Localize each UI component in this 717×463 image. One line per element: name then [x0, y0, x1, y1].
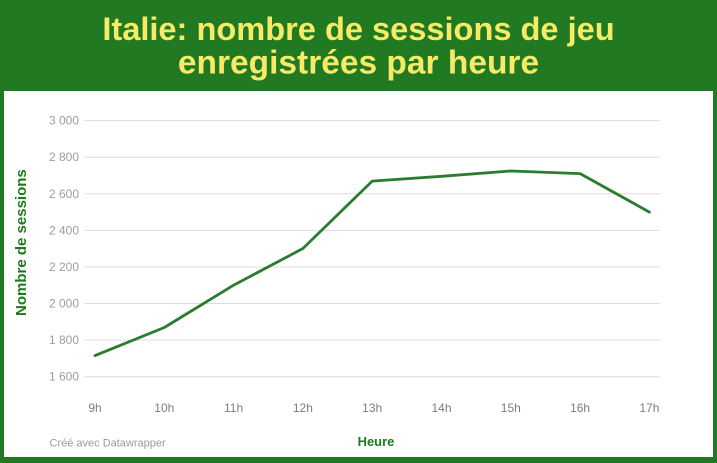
svg-text:16h: 16h — [570, 401, 590, 415]
svg-text:9h: 9h — [88, 401, 101, 415]
svg-text:2 800: 2 800 — [49, 150, 79, 164]
svg-text:enregistrées par heure: enregistrées par heure — [178, 45, 539, 82]
svg-text:Heure: Heure — [358, 434, 395, 449]
svg-text:17h: 17h — [639, 401, 659, 415]
svg-text:3 000: 3 000 — [49, 114, 79, 128]
svg-text:11h: 11h — [224, 401, 243, 415]
svg-text:1 800: 1 800 — [49, 333, 79, 347]
svg-text:12h: 12h — [293, 401, 313, 415]
svg-text:10h: 10h — [154, 401, 174, 415]
svg-text:Créé avec Datawrapper: Créé avec Datawrapper — [50, 437, 167, 449]
svg-text:2 000: 2 000 — [49, 297, 79, 311]
svg-text:1 600: 1 600 — [49, 370, 79, 384]
svg-text:Italie: nombre de sessions de: Italie: nombre de sessions de jeu — [102, 10, 614, 47]
svg-text:13h: 13h — [362, 401, 382, 415]
svg-text:14h: 14h — [431, 401, 451, 415]
svg-text:2 200: 2 200 — [49, 260, 79, 274]
svg-text:Nombre de sessions: Nombre de sessions — [13, 169, 30, 316]
svg-text:2 400: 2 400 — [49, 223, 79, 237]
svg-text:2 600: 2 600 — [49, 187, 79, 201]
svg-text:15h: 15h — [501, 401, 521, 415]
